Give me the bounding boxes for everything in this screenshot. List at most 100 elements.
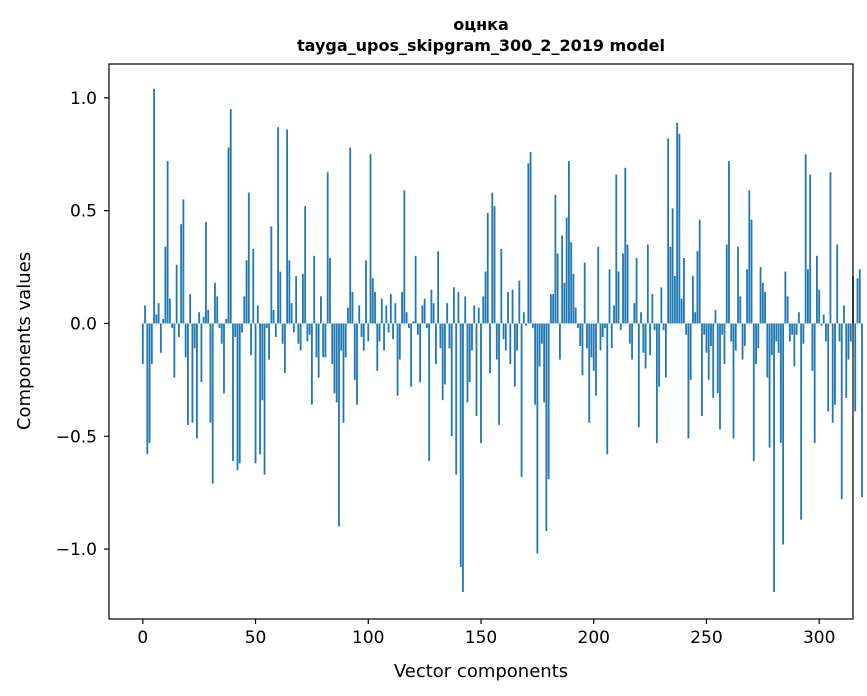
bar bbox=[717, 323, 719, 393]
bar bbox=[268, 323, 270, 359]
bar bbox=[381, 299, 383, 324]
bar bbox=[784, 272, 786, 324]
bar bbox=[760, 267, 762, 323]
bar bbox=[421, 305, 423, 323]
bar bbox=[232, 323, 234, 461]
bar bbox=[611, 323, 613, 348]
bar bbox=[277, 127, 279, 323]
bar bbox=[593, 323, 595, 370]
bar bbox=[633, 303, 635, 323]
y-tick-label: 0.0 bbox=[70, 314, 97, 334]
bar bbox=[279, 272, 281, 324]
bar bbox=[848, 323, 850, 359]
bar bbox=[451, 323, 453, 436]
bar bbox=[843, 305, 845, 323]
bar bbox=[282, 323, 284, 343]
bar bbox=[307, 323, 309, 341]
bar bbox=[498, 323, 500, 425]
bar bbox=[198, 312, 200, 323]
bar bbox=[223, 323, 225, 393]
bar bbox=[642, 323, 644, 352]
bar bbox=[645, 323, 647, 368]
bar bbox=[521, 323, 523, 476]
bar bbox=[769, 323, 771, 447]
y-tick-label: 0.5 bbox=[70, 202, 97, 222]
bar bbox=[503, 323, 505, 339]
bar bbox=[573, 274, 575, 324]
bar bbox=[787, 296, 789, 323]
bar bbox=[467, 323, 469, 402]
bar bbox=[832, 323, 834, 422]
bar bbox=[825, 323, 827, 341]
bar bbox=[178, 323, 180, 337]
bar bbox=[688, 323, 690, 438]
bar bbox=[185, 323, 187, 357]
bar bbox=[388, 323, 390, 332]
bar bbox=[176, 265, 178, 324]
bar bbox=[814, 323, 816, 443]
bar bbox=[803, 323, 805, 343]
bar bbox=[455, 323, 457, 474]
y-tick-label: −1.0 bbox=[56, 540, 97, 560]
bar bbox=[518, 281, 520, 324]
x-tick-label: 200 bbox=[578, 628, 610, 648]
bar bbox=[372, 278, 374, 323]
bar bbox=[327, 172, 329, 323]
bar bbox=[624, 168, 626, 324]
bar bbox=[284, 323, 286, 373]
bar bbox=[295, 276, 297, 323]
bar bbox=[796, 323, 798, 334]
bar bbox=[548, 323, 550, 479]
bar bbox=[173, 323, 175, 377]
bar bbox=[748, 190, 750, 323]
bar bbox=[433, 303, 435, 323]
bar bbox=[164, 247, 166, 324]
bar bbox=[739, 296, 741, 323]
bar bbox=[500, 249, 502, 323]
bar bbox=[595, 323, 597, 395]
bar bbox=[325, 323, 327, 357]
bar bbox=[793, 323, 795, 366]
bar bbox=[304, 206, 306, 323]
bar bbox=[446, 303, 448, 323]
bar bbox=[334, 323, 336, 393]
bar bbox=[798, 312, 800, 323]
bar bbox=[363, 323, 365, 350]
bar bbox=[857, 278, 859, 323]
bar bbox=[183, 199, 185, 323]
bar bbox=[329, 258, 331, 323]
bar bbox=[782, 323, 784, 544]
bar bbox=[419, 323, 421, 382]
bar bbox=[347, 308, 349, 324]
bar bbox=[674, 276, 676, 323]
bar bbox=[180, 224, 182, 323]
bar bbox=[320, 296, 322, 323]
x-axis-label: Vector components bbox=[394, 661, 568, 682]
bar bbox=[730, 323, 732, 341]
bar bbox=[210, 323, 212, 422]
bar bbox=[142, 323, 144, 364]
bar bbox=[153, 89, 155, 324]
bar bbox=[753, 323, 755, 461]
bar bbox=[237, 323, 239, 470]
bar bbox=[577, 323, 579, 328]
bar bbox=[410, 323, 412, 386]
bar bbox=[591, 323, 593, 357]
bar bbox=[701, 323, 703, 416]
bar bbox=[476, 323, 478, 416]
bar bbox=[192, 323, 194, 422]
bar bbox=[316, 323, 318, 357]
bar bbox=[214, 283, 216, 324]
bar bbox=[367, 323, 369, 341]
bar bbox=[473, 305, 475, 323]
bar bbox=[444, 323, 446, 384]
bar bbox=[149, 323, 151, 443]
bar bbox=[721, 323, 723, 334]
bar bbox=[212, 323, 214, 483]
bar bbox=[379, 323, 381, 341]
bar bbox=[600, 323, 602, 350]
bar bbox=[771, 323, 773, 355]
bar bbox=[676, 123, 678, 324]
bar bbox=[726, 244, 728, 323]
bar bbox=[349, 147, 351, 323]
